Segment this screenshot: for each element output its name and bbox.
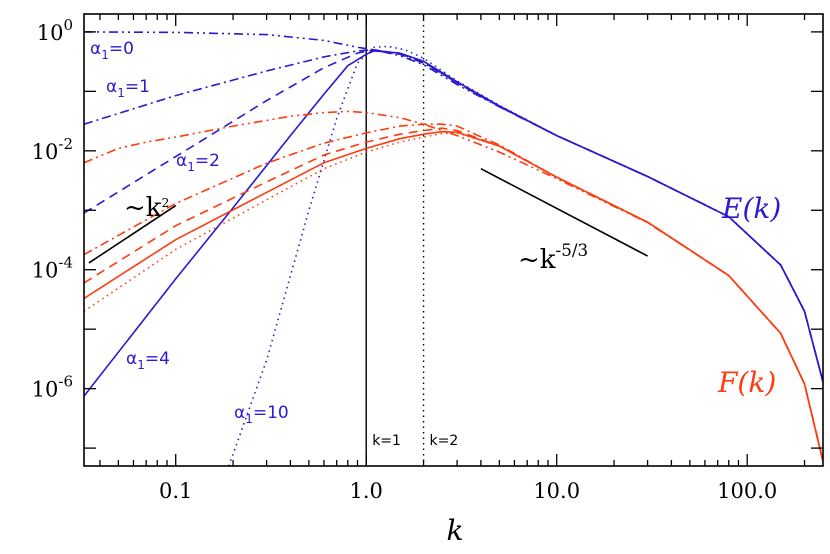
series-E-alpha0 (84, 31, 823, 383)
series-E-alpha1 (84, 49, 823, 383)
alpha-label-0: α1=0 (90, 39, 134, 62)
slope-label-0: ~k2 (124, 193, 169, 223)
vline-label-k2: k=2 (430, 433, 459, 449)
series-F-alpha2 (84, 127, 823, 462)
x-tick-label: 10.0 (533, 479, 580, 503)
x-tick-label: 100.0 (717, 479, 777, 503)
series-label-E: E(k) (721, 192, 781, 225)
vline-label-k1: k=1 (372, 433, 401, 449)
y-tick-label: 10-6 (32, 373, 73, 402)
slope-layer (88, 168, 648, 264)
labels-layer: k k=1 k=2 ~k2 ~k-5/3 0.1 1.0 10.0 100.0 100 10-2 1… (32, 16, 782, 547)
series-E-alpha2 (84, 49, 823, 383)
slope-line-1 (480, 168, 648, 257)
ticks-layer (84, 14, 823, 466)
x-tick-label: 1.0 (350, 479, 383, 503)
series-E-alpha4 (84, 50, 823, 397)
slope-label-1: ~k-5/3 (518, 240, 588, 275)
x-axis-title: k (447, 514, 464, 547)
reference-lines (365, 14, 425, 466)
series-label-F: F(k) (717, 366, 776, 399)
series-layer (84, 31, 823, 466)
x-tick-label: 0.1 (159, 479, 192, 503)
series-F-alpha10 (84, 132, 823, 462)
alpha-label-1: α1=1 (106, 77, 150, 100)
alpha-label-2: α1=2 (176, 151, 220, 174)
series-F-alpha1 (84, 123, 823, 462)
plot-frame (83, 13, 824, 467)
y-tick-label: 100 (37, 16, 73, 45)
series-F-alpha4 (84, 130, 823, 462)
alpha-label-4: α1=4 (126, 349, 170, 372)
y-tick-label: 10-2 (32, 135, 73, 164)
slope-line-0 (88, 204, 177, 264)
y-tick-label: 10-4 (32, 254, 73, 283)
alpha-label-10: α1=10 (234, 403, 289, 426)
